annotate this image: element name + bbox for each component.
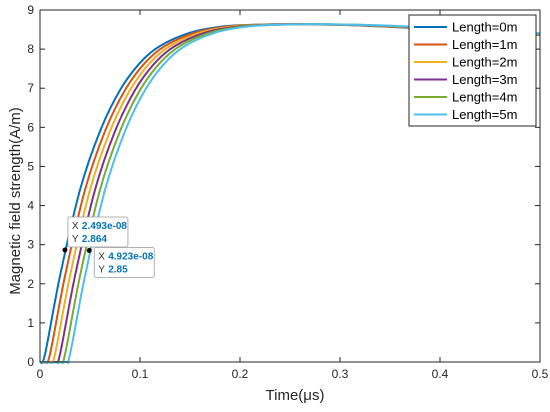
x-tick-label: 0.3	[332, 367, 349, 381]
axes-box	[39, 9, 541, 363]
y-tick-label: 4	[27, 199, 34, 213]
legend-label-2: Length=2m	[452, 55, 517, 70]
datatip-box	[67, 216, 129, 248]
datatip-x-value: 4.923e-08	[108, 252, 153, 263]
x-tick-label: 0.2	[232, 367, 249, 381]
legend-label-3: Length=3m	[452, 72, 517, 87]
legend-label-4: Length=4m	[452, 90, 517, 105]
legend-label-0: Length=0m	[452, 20, 517, 35]
datatip-marker	[62, 247, 68, 253]
datatip-marker	[86, 248, 92, 254]
x-axis-label: Time(μs)	[266, 387, 325, 404]
y-tick-label: 8	[27, 42, 34, 56]
y-tick-label: 9	[27, 3, 34, 17]
datatip-y-label: Y	[72, 234, 79, 245]
y-tick-label: 5	[27, 159, 34, 173]
datatip-x-value: 2.493e-08	[82, 221, 127, 232]
datatip-1[interactable]: X 4.923e-08Y 2.85	[86, 247, 155, 278]
datatip-y-label: Y	[98, 265, 105, 276]
datatip-y-value: 2.864	[82, 234, 107, 245]
y-tick-label: 3	[27, 238, 34, 252]
x-tick-label: 0.5	[532, 367, 549, 381]
y-tick-label: 7	[27, 81, 34, 95]
legend[interactable]: Length=0m Length=1m Length=2m Length=3m Leng…	[408, 14, 537, 127]
y-tick-label: 1	[27, 316, 34, 330]
legend-label-1: Length=1m	[452, 37, 517, 52]
x-tick-label: 0.1	[132, 367, 149, 381]
y-tick-label: 6	[27, 120, 34, 134]
datatip-x-label: X	[72, 221, 79, 232]
datatip-0[interactable]: X 2.493e-08Y 2.864	[62, 216, 129, 253]
x-tick-label: 0.4	[432, 367, 449, 381]
datatip-x-label: X	[98, 252, 105, 263]
legend-label-5: Length=5m	[452, 107, 517, 122]
datatip-y-value: 2.85	[108, 265, 128, 276]
y-tick-label: 2	[27, 277, 34, 291]
y-tick-label: 0	[27, 355, 34, 369]
legend-box	[408, 14, 537, 127]
x-tick-label: 0	[37, 367, 44, 381]
y-axis-label: Magnetic field strength(A/m)	[7, 107, 24, 295]
axes: 0 0.1 0.2 0.3 0.4 0.5 0 1 2 3 4 5 6 7 8 9	[27, 3, 548, 381]
datatip-box	[93, 247, 155, 278]
